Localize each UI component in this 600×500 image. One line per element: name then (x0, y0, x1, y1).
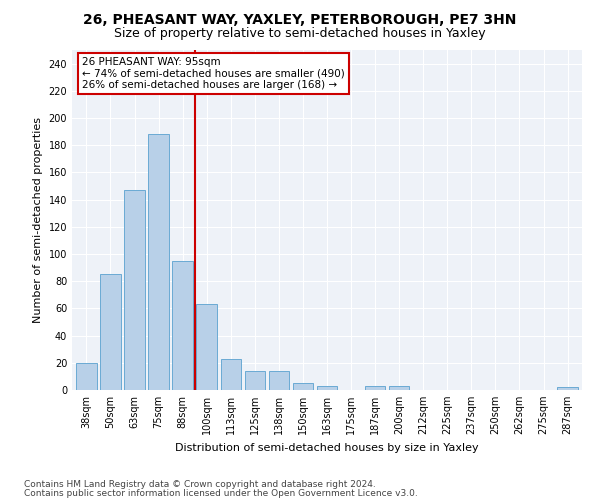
Bar (148, 134, 169, 390)
Bar (124, 190, 145, 390)
Bar (245, 371, 265, 390)
Bar (100, 274, 121, 390)
Text: Contains public sector information licensed under the Open Government Licence v3: Contains public sector information licen… (24, 488, 418, 498)
Bar (76, 363, 97, 390)
Bar (365, 386, 385, 390)
Bar (172, 261, 193, 390)
X-axis label: Distribution of semi-detached houses by size in Yaxley: Distribution of semi-detached houses by … (175, 442, 479, 452)
Bar (389, 386, 409, 390)
Bar (196, 304, 217, 390)
Bar (557, 388, 578, 390)
Text: 26, PHEASANT WAY, YAXLEY, PETERBOROUGH, PE7 3HN: 26, PHEASANT WAY, YAXLEY, PETERBOROUGH, … (83, 12, 517, 26)
Bar (269, 371, 289, 390)
Y-axis label: Number of semi-detached properties: Number of semi-detached properties (33, 117, 43, 323)
Bar (221, 358, 241, 390)
Bar (293, 383, 313, 390)
Text: Contains HM Land Registry data © Crown copyright and database right 2024.: Contains HM Land Registry data © Crown c… (24, 480, 376, 489)
Text: 26 PHEASANT WAY: 95sqm
← 74% of semi-detached houses are smaller (490)
26% of se: 26 PHEASANT WAY: 95sqm ← 74% of semi-det… (82, 57, 345, 90)
Bar (317, 386, 337, 390)
Text: Size of property relative to semi-detached houses in Yaxley: Size of property relative to semi-detach… (114, 28, 486, 40)
